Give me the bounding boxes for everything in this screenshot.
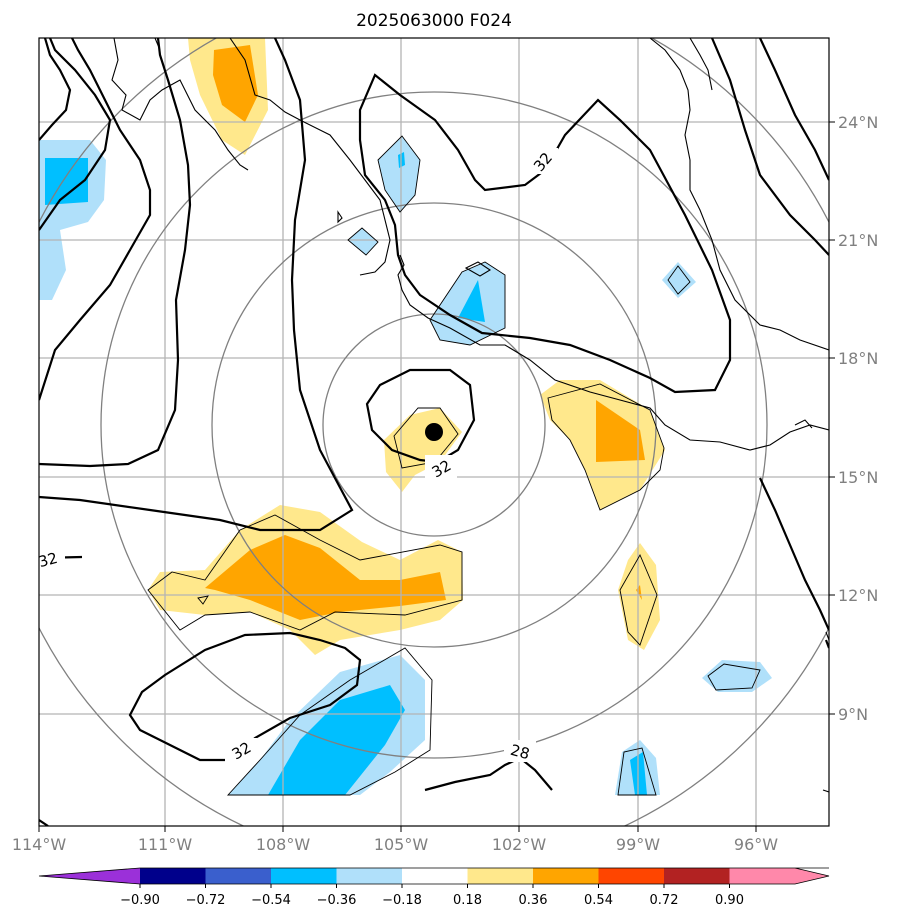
colorbar-tick-label: 0.90 (715, 893, 744, 908)
contour-label: 28 (508, 741, 531, 763)
thick-contours (39, 38, 829, 826)
colorbar-tick-label: 0.54 (584, 893, 613, 908)
colorbar-extend-high (795, 868, 829, 884)
lon-labels: 114°W 111°W 108°W 105°W 102°W 99°W 96°W (12, 835, 778, 854)
colorbar-tick-label: 0.36 (519, 893, 548, 908)
colorbar-segment (336, 868, 403, 884)
axis-ticks (38, 121, 835, 832)
lat-label: 12°N (838, 586, 878, 605)
colorbar-segment (402, 868, 468, 884)
thin-contours (147, 135, 761, 796)
colorbar-segment (598, 868, 665, 884)
contour-label-masks (39, 148, 558, 762)
lon-label: 114°W (12, 835, 67, 854)
colorbar-segment (533, 868, 599, 884)
contour-label: 32 (36, 549, 59, 571)
colorbar-extend-low (39, 868, 140, 884)
lat-label: 15°N (838, 468, 878, 487)
colorbar (38, 867, 830, 885)
storm-center-marker (425, 423, 443, 441)
lat-label: 9°N (838, 705, 868, 724)
colorbar-segment (467, 868, 534, 884)
colorbar-labels: −0.90 −0.72 −0.54 −0.36 −0.18 0.18 0.36 0.54 0.7… (120, 884, 744, 908)
colorbar-tick-label: −0.72 (186, 893, 226, 908)
colorbar-segment (729, 868, 795, 884)
lat-label: 21°N (838, 231, 878, 250)
colorbar-tick-label: −0.18 (382, 893, 422, 908)
lon-label: 111°W (138, 835, 193, 854)
lat-labels: 24°N 21°N 18°N 15°N 12°N 9°N (838, 113, 878, 724)
lon-label: 108°W (256, 835, 311, 854)
coastline (111, 38, 829, 793)
map-frame (38, 37, 830, 827)
lon-label: 102°W (492, 835, 547, 854)
colorbar-tick-label: 0.72 (650, 893, 679, 908)
colorbar-tick-label: −0.36 (317, 893, 357, 908)
colorbar-segment (140, 868, 206, 884)
map-title: 2025063000 F024 (356, 11, 512, 31)
lat-label: 18°N (838, 349, 878, 368)
lon-label: 96°W (734, 835, 778, 854)
lat-label: 24°N (838, 113, 878, 132)
colorbar-segment (271, 868, 337, 884)
colorbar-tick-label: −0.54 (251, 893, 291, 908)
colorbar-segment (205, 868, 272, 884)
colorbar-segment (664, 868, 730, 884)
lon-label: 105°W (374, 835, 429, 854)
map-area: 32 32 32 32 28 (36, 38, 829, 826)
lon-label: 99°W (616, 835, 660, 854)
graticule (39, 38, 829, 826)
colorbar-tick-label: 0.18 (453, 893, 482, 908)
colorbar-tick-label: −0.90 (120, 893, 160, 908)
